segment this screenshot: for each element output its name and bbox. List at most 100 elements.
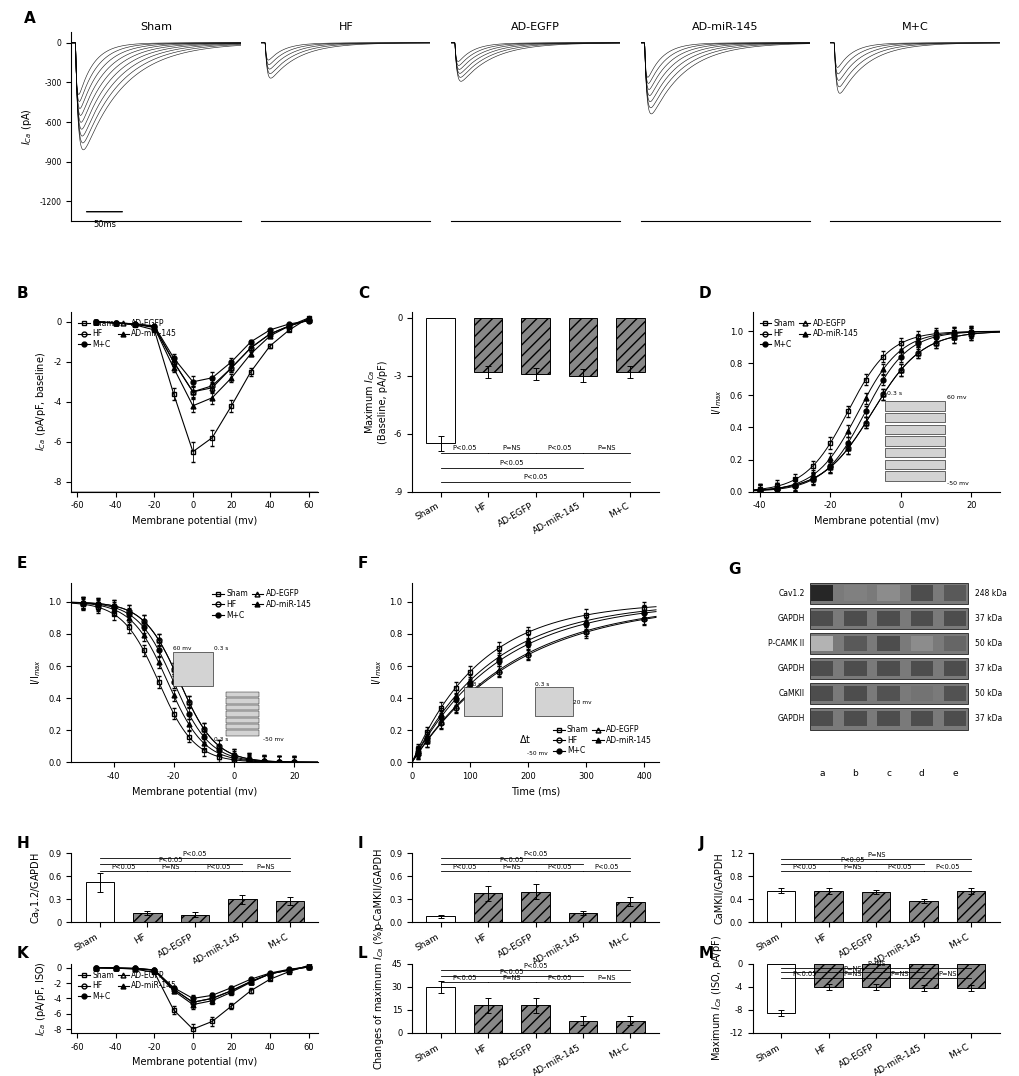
Text: P<0.05: P<0.05 <box>182 851 207 858</box>
Title: M+C: M+C <box>901 22 927 31</box>
Text: P=NS: P=NS <box>866 852 884 859</box>
Bar <box>943 711 966 726</box>
Bar <box>521 892 549 922</box>
Y-axis label: Maximum $I_{Ca}$
(Baseline, pA/pF): Maximum $I_{Ca}$ (Baseline, pA/pF) <box>363 360 388 443</box>
Text: P<0.05: P<0.05 <box>499 461 524 466</box>
Bar <box>521 1005 549 1033</box>
Bar <box>569 317 597 376</box>
Y-axis label: I/I$_{max}$: I/I$_{max}$ <box>369 660 383 685</box>
Text: GAPDH: GAPDH <box>776 714 804 723</box>
Legend: Sham, HF, M+C, AD-EGFP, AD-miR-145: Sham, HF, M+C, AD-EGFP, AD-miR-145 <box>756 315 861 352</box>
Bar <box>910 585 932 600</box>
Text: $\Delta$t: $\Delta$t <box>519 733 531 745</box>
Text: K: K <box>17 946 29 961</box>
Text: P=NS: P=NS <box>597 976 615 981</box>
Text: P=NS: P=NS <box>866 961 884 967</box>
Bar <box>569 914 597 922</box>
Text: P=NS: P=NS <box>937 972 956 977</box>
Text: P=NS: P=NS <box>162 864 180 870</box>
Text: P=NS: P=NS <box>257 864 275 870</box>
Text: P<0.05: P<0.05 <box>523 473 547 480</box>
Text: P<0.05: P<0.05 <box>451 444 476 451</box>
Bar <box>843 611 866 626</box>
Bar <box>843 711 866 726</box>
Text: B: B <box>17 285 29 300</box>
Text: I: I <box>358 836 363 851</box>
Bar <box>615 902 644 922</box>
Bar <box>813 964 842 987</box>
Bar <box>615 1021 644 1033</box>
Text: P<0.05: P<0.05 <box>523 851 547 858</box>
Text: P<0.05: P<0.05 <box>451 864 476 870</box>
Y-axis label: Changes of maximum $I_{Ca}$ (%): Changes of maximum $I_{Ca}$ (%) <box>372 926 386 1071</box>
Text: P<0.05: P<0.05 <box>546 864 571 870</box>
Bar <box>943 636 966 651</box>
Bar <box>876 661 899 676</box>
Bar <box>473 1005 501 1033</box>
Legend: Sham, HF, M+C, AD-EGFP, AD-miR-145: Sham, HF, M+C, AD-EGFP, AD-miR-145 <box>549 722 654 759</box>
Bar <box>426 317 454 443</box>
Text: P=NS: P=NS <box>890 972 908 977</box>
Bar <box>861 964 890 987</box>
Text: J: J <box>698 836 703 851</box>
Text: Cav1.2: Cav1.2 <box>777 589 804 597</box>
Text: A: A <box>24 11 36 26</box>
Text: d: d <box>918 769 924 778</box>
Bar <box>813 891 842 922</box>
Bar <box>86 882 114 922</box>
Text: P<0.05: P<0.05 <box>594 864 619 870</box>
Text: c: c <box>886 769 891 778</box>
Text: F: F <box>358 556 368 571</box>
Bar <box>810 636 833 651</box>
Text: E: E <box>17 556 28 571</box>
Bar <box>809 659 967 679</box>
Bar <box>766 891 795 922</box>
Bar <box>843 661 866 676</box>
Bar <box>910 611 932 626</box>
Bar <box>943 661 966 676</box>
Text: P<0.05: P<0.05 <box>159 858 183 863</box>
Text: a: a <box>818 769 823 778</box>
Bar <box>275 901 304 922</box>
Text: P=NS: P=NS <box>502 444 521 451</box>
Y-axis label: I/I$_{max}$: I/I$_{max}$ <box>709 388 723 414</box>
Text: P<0.05: P<0.05 <box>523 963 547 969</box>
Text: L: L <box>358 946 367 961</box>
Bar <box>910 711 932 726</box>
Bar <box>810 686 833 702</box>
Text: P<0.05: P<0.05 <box>499 969 524 975</box>
Bar <box>876 611 899 626</box>
Text: G: G <box>728 562 740 577</box>
Text: P<0.05: P<0.05 <box>111 864 136 870</box>
Bar <box>876 585 899 600</box>
Bar <box>909 901 936 922</box>
Bar <box>876 636 899 651</box>
Title: AD-miR-145: AD-miR-145 <box>691 22 758 31</box>
Bar <box>810 661 833 676</box>
Text: P<0.05: P<0.05 <box>887 864 911 869</box>
Text: b: b <box>852 769 857 778</box>
Title: Sham: Sham <box>140 22 172 31</box>
Text: P<0.05: P<0.05 <box>451 976 476 981</box>
Text: 37 kDa: 37 kDa <box>974 613 1002 623</box>
Bar <box>876 711 899 726</box>
Text: GAPDH: GAPDH <box>776 664 804 674</box>
Bar <box>943 611 966 626</box>
Bar <box>809 683 967 705</box>
Text: 37 kDa: 37 kDa <box>974 714 1002 723</box>
Text: 50ms: 50ms <box>93 220 116 228</box>
Y-axis label: p-CaMKII/GAPDH: p-CaMKII/GAPDH <box>373 847 383 929</box>
Bar <box>473 317 501 372</box>
Text: e: e <box>952 769 957 778</box>
Y-axis label: $I_{Ca}$ (pA/pF, baseline): $I_{Ca}$ (pA/pF, baseline) <box>34 352 48 451</box>
Bar <box>133 914 161 922</box>
X-axis label: Membrane potential (mv): Membrane potential (mv) <box>132 515 257 526</box>
Bar <box>809 708 967 730</box>
Text: 50 kDa: 50 kDa <box>974 639 1002 648</box>
Text: D: D <box>698 285 710 300</box>
Bar <box>810 711 833 726</box>
Y-axis label: Ca$_v$1.2/GAPDH: Ca$_v$1.2/GAPDH <box>30 852 43 923</box>
Text: 37 kDa: 37 kDa <box>974 664 1002 674</box>
Y-axis label: $I_{Ca}$ (pA/pF, ISO): $I_{Ca}$ (pA/pF, ISO) <box>34 961 48 1036</box>
Bar <box>810 611 833 626</box>
